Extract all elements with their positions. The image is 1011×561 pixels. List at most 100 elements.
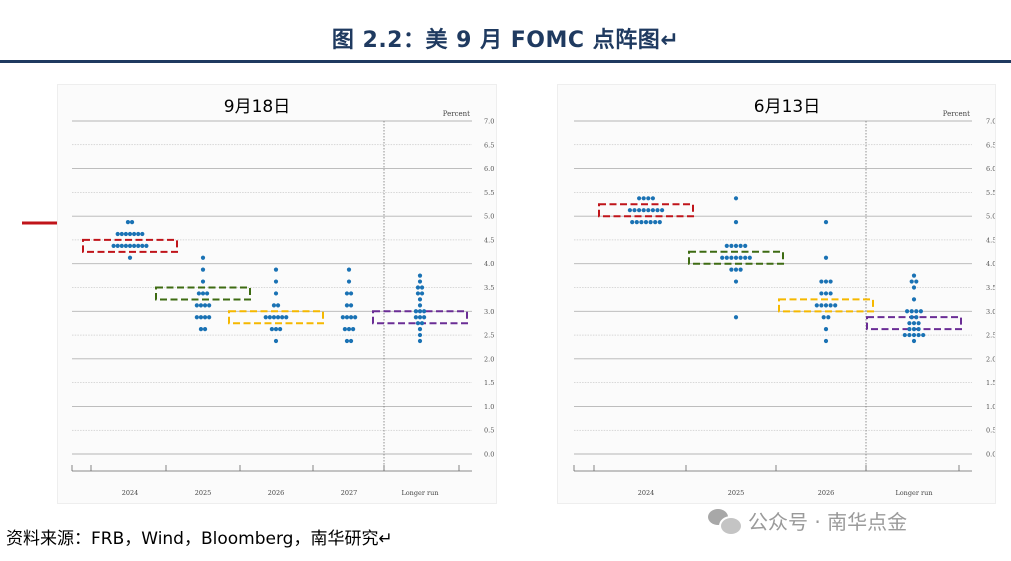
dot-2024 bbox=[115, 243, 120, 248]
dot-longer-run bbox=[417, 297, 423, 302]
dot-2024 bbox=[132, 243, 137, 248]
dot-longer-run bbox=[417, 338, 423, 344]
y-tick-label: 6.0 bbox=[484, 165, 494, 173]
dot-longer-run bbox=[417, 315, 423, 320]
dot-2024 bbox=[123, 231, 128, 237]
dot-2024 bbox=[637, 196, 642, 201]
dot-2026 bbox=[273, 338, 279, 344]
dot-2026 bbox=[267, 315, 272, 320]
dot-2026 bbox=[271, 303, 277, 308]
dot-longer-run bbox=[415, 285, 421, 290]
median-box-2024 bbox=[598, 203, 694, 218]
y-tick-label: 0.5 bbox=[484, 427, 494, 435]
dot-2024 bbox=[639, 219, 644, 225]
y-tick-label: 3.0 bbox=[986, 308, 995, 316]
dot-2024 bbox=[115, 231, 120, 237]
dot-2025 bbox=[200, 291, 206, 296]
y-tick-label: 6.5 bbox=[484, 141, 494, 149]
dot-longer-run bbox=[911, 332, 917, 338]
dot-longer-run bbox=[413, 309, 418, 314]
dot-longer-run bbox=[911, 321, 917, 326]
dot-2026 bbox=[273, 267, 279, 272]
x-tick-label-2026: 2026 bbox=[818, 489, 835, 497]
dot-2025 bbox=[733, 243, 739, 248]
dot-2026 bbox=[823, 255, 829, 260]
dot-2025 bbox=[733, 315, 739, 320]
dot-2026 bbox=[823, 338, 829, 344]
dot-2025 bbox=[207, 303, 212, 308]
chart-title: 6月13日 bbox=[754, 97, 820, 117]
dot-2025 bbox=[738, 255, 743, 260]
y-tick-label: 2.0 bbox=[484, 355, 494, 363]
y-tick-label: 1.5 bbox=[986, 379, 995, 387]
dot-2026 bbox=[828, 303, 833, 308]
dot-2026 bbox=[273, 327, 279, 332]
dot-2024 bbox=[660, 208, 665, 213]
dot-2024 bbox=[125, 219, 131, 225]
dot-longer-run bbox=[417, 327, 423, 332]
dot-longer-run bbox=[419, 285, 425, 290]
y-tick-label: 1.0 bbox=[484, 403, 494, 411]
dot-longer-run bbox=[916, 332, 921, 338]
dot-2027 bbox=[351, 327, 356, 332]
dot-2026 bbox=[819, 291, 824, 296]
dot-2025 bbox=[724, 243, 729, 248]
dot-2025 bbox=[200, 267, 206, 272]
y-axis-label: Percent bbox=[943, 110, 970, 118]
y-axis-label: Percent bbox=[443, 110, 470, 118]
dot-2024 bbox=[657, 219, 662, 225]
title-divider bbox=[0, 60, 1011, 63]
dot-2024 bbox=[653, 219, 658, 225]
dot-2026 bbox=[823, 327, 829, 332]
dot-2025 bbox=[200, 279, 206, 284]
dot-2024 bbox=[127, 231, 133, 237]
dot-2024 bbox=[634, 219, 639, 225]
y-tick-label: 0.0 bbox=[986, 451, 995, 459]
dot-2024 bbox=[119, 231, 124, 237]
y-tick-label: 2.5 bbox=[986, 332, 995, 340]
dot-2027 bbox=[344, 315, 350, 320]
dot-2027 bbox=[346, 327, 352, 332]
y-tick-label: 7.0 bbox=[484, 118, 494, 126]
y-tick-label: 3.5 bbox=[986, 284, 995, 292]
dot-2024 bbox=[123, 243, 128, 248]
dot-2026 bbox=[275, 315, 281, 320]
dot-2026 bbox=[275, 303, 281, 308]
dot-longer-run bbox=[907, 321, 912, 326]
x-tick-label-longer-run: Longer run bbox=[401, 489, 438, 497]
dot-longer-run bbox=[415, 291, 421, 296]
dot-2025 bbox=[743, 243, 748, 248]
x-tick-label-2024: 2024 bbox=[122, 489, 139, 497]
dot-2026 bbox=[278, 327, 283, 332]
dot-2025 bbox=[205, 291, 210, 296]
median-box-2025 bbox=[155, 286, 251, 301]
dot-2027 bbox=[342, 327, 347, 332]
y-tick-label: 6.0 bbox=[986, 165, 995, 173]
y-tick-label: 2.5 bbox=[484, 332, 494, 340]
dot-2026 bbox=[273, 279, 279, 284]
dot-2025 bbox=[743, 255, 748, 260]
dot-2026 bbox=[271, 315, 277, 320]
dot-2025 bbox=[729, 255, 734, 260]
dot-2024 bbox=[630, 219, 635, 225]
dot-2027 bbox=[344, 291, 350, 296]
dot-2025 bbox=[733, 267, 739, 272]
dot-2024 bbox=[627, 208, 632, 213]
dot-longer-run bbox=[914, 279, 919, 284]
dot-2024 bbox=[144, 243, 149, 248]
y-tick-label: 0.5 bbox=[986, 427, 995, 435]
dot-2025 bbox=[729, 243, 734, 248]
y-tick-label: 4.0 bbox=[484, 260, 494, 268]
dot-2024 bbox=[111, 243, 116, 248]
median-box-2025 bbox=[688, 250, 784, 265]
dot-2025 bbox=[738, 267, 743, 272]
dot-2027 bbox=[353, 315, 358, 320]
dot-longer-run bbox=[422, 309, 427, 314]
dot-plot-sep-18: 9月18日 Percent 0.0 0.5 1.0 1.5 2.0 2.5 3.0 3.5 4.0 4… bbox=[57, 84, 497, 504]
dot-plot-jun-13-svg: 6月13日 Percent 0.0 0.5 1.0 1.5 2.0 2.5 3.0 3.5 4.0 4… bbox=[573, 97, 995, 497]
dot-longer-run bbox=[417, 273, 423, 278]
dot-2024 bbox=[136, 231, 141, 237]
y-tick-label: 4.5 bbox=[986, 236, 995, 244]
watermark: 公众号 · 南华点金 bbox=[708, 506, 907, 536]
x-tick-label-2024: 2024 bbox=[638, 489, 655, 497]
